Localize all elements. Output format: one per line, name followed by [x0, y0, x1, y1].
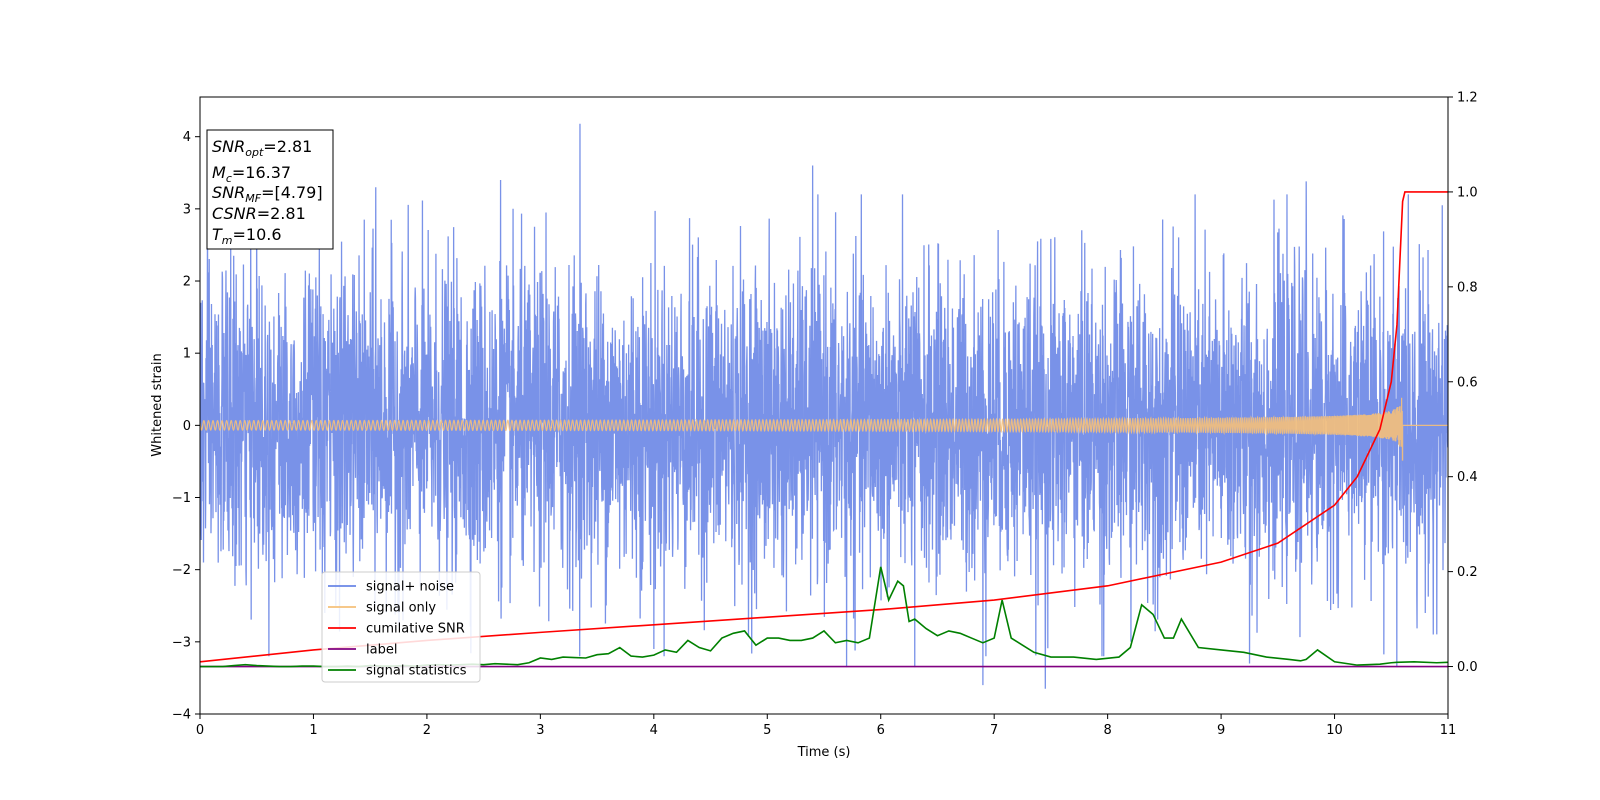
annotation-line: SNRMF=[4.79]	[212, 183, 323, 205]
y-axis-title: Whitened strain	[150, 353, 165, 456]
annotation-line: SNRopt=2.81	[212, 137, 312, 159]
annotation-box: SNRopt=2.81 Mc=16.37SNRMF=[4.79]CSNR=2.81…	[206, 129, 334, 250]
x-tick-label: 10	[1326, 723, 1343, 738]
legend-label: signal+ noise	[366, 580, 454, 595]
y-tick-label: 1	[183, 347, 191, 362]
y2-tick-label: 0.6	[1457, 375, 1478, 390]
x-tick-label: 9	[1217, 723, 1225, 738]
y-tick-label: −1	[172, 491, 191, 506]
y2-tick-label: 0.2	[1457, 565, 1478, 580]
annotation-line: Tm=10.6	[212, 225, 282, 247]
x-axis-title: Time (s)	[797, 745, 851, 760]
legend-label: signal only	[366, 601, 436, 616]
y2-tick-label: 0.0	[1457, 660, 1478, 675]
x-tick-label: 1	[309, 723, 317, 738]
y-tick-label: −3	[172, 635, 191, 650]
x-tick-label: 0	[196, 723, 204, 738]
y-tick-label: 4	[183, 130, 191, 145]
legend-label: cumilative SNR	[366, 622, 465, 637]
y2-tick-label: 0.4	[1457, 470, 1478, 485]
x-tick-label: 5	[763, 723, 771, 738]
x-tick-label: 3	[536, 723, 544, 738]
y2-tick-label: 0.8	[1457, 280, 1478, 295]
series-cumilative-snr-line	[200, 191, 1448, 663]
y-tick-label: 0	[183, 419, 191, 434]
annotation-line: CSNR=2.81	[212, 204, 306, 223]
y-tick-label: 3	[183, 202, 191, 217]
x-tick-label: 2	[423, 723, 431, 738]
x-tick-label: 8	[1103, 723, 1111, 738]
y-tick-label: −4	[172, 708, 191, 723]
y-tick-label: −2	[172, 563, 191, 578]
x-tick-label: 4	[650, 723, 658, 738]
annotation-line: Mc=16.37	[212, 163, 291, 185]
axes-layer: 0 1 2 3 4 5 6 7 8 9 10 11 −4 −3 −2 −1 0 1 2 3 4 0.0 0.2 0.4 0.6 0…	[172, 91, 1478, 739]
legend-label: signal statistics	[366, 664, 467, 679]
x-tick-label: 6	[877, 723, 885, 738]
legend-label: label	[366, 643, 397, 658]
y2-tick-label: 1.2	[1457, 91, 1478, 106]
series-signal-only-line	[200, 397, 1448, 461]
plot-frame	[199, 96, 1449, 715]
y2-tick-label: 1.0	[1457, 185, 1478, 200]
legend: signal+ noise signal only cumilative SNR la…	[321, 571, 481, 683]
x-tick-label: 7	[990, 723, 998, 738]
y-tick-label: 2	[183, 275, 191, 290]
x-tick-label: 11	[1440, 723, 1457, 738]
